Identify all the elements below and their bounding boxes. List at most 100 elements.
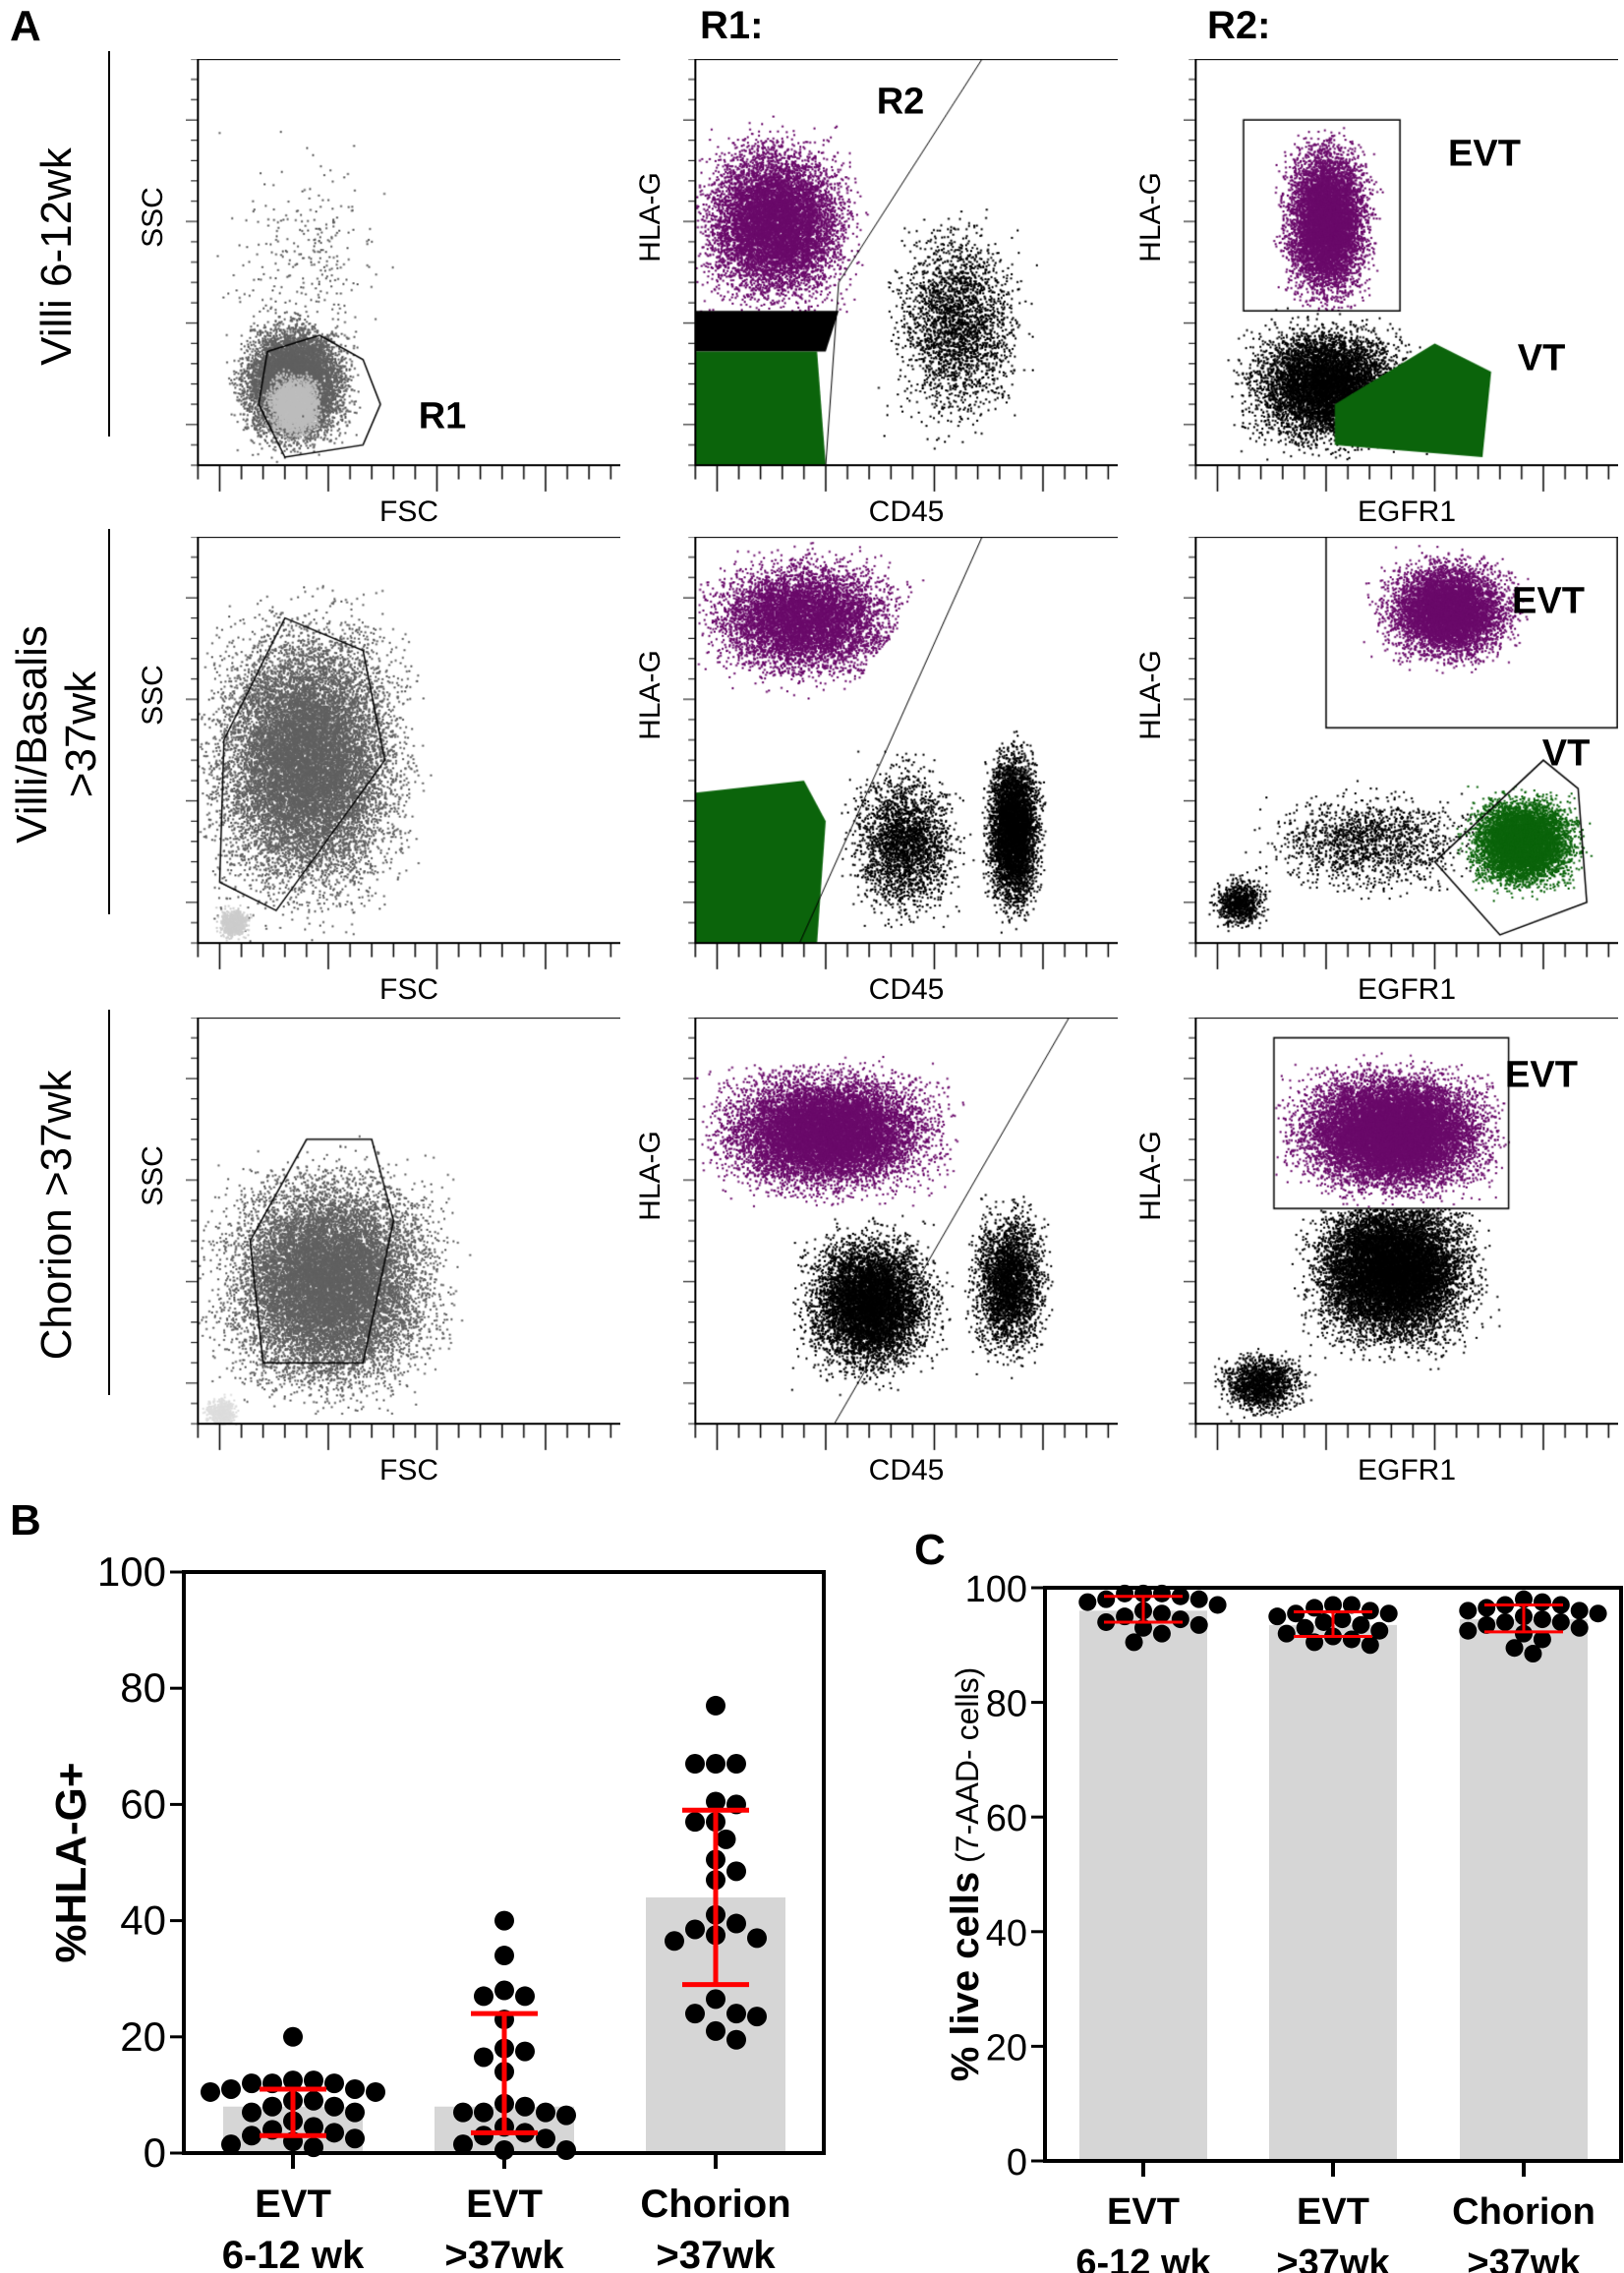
data-point [556,2140,576,2161]
data-point [726,1913,746,1934]
bar [1269,1624,1397,2161]
data-point [345,2128,365,2149]
data-point [474,2126,493,2146]
data-point [304,2070,323,2091]
row-divider-line [108,1010,110,1395]
data-point [1097,1590,1116,1608]
data-point [345,2078,365,2099]
data-point [453,2102,473,2123]
data-point [242,2126,261,2146]
row-divider-line [108,51,110,437]
data-point [685,1812,705,1833]
data-point [1208,1596,1227,1614]
flow-plot [1184,537,1618,974]
flow-plot [186,59,620,496]
data-point [1314,1612,1333,1631]
bar [1460,1619,1588,2161]
data-point [1459,1621,1478,1640]
data-point [1533,1593,1551,1611]
y-tick-label: 20 [120,2013,166,2060]
column-header-r1: R1: [700,4,764,47]
data-point [242,2102,261,2123]
data-point [665,1931,684,1952]
category-label: EVT [466,2183,543,2226]
data-point [1342,1630,1361,1649]
x-axis-label: EGFR1 [1357,1454,1457,1486]
data-point [324,2096,344,2117]
data-point [1533,1630,1551,1649]
data-point [536,2102,555,2123]
data-point [304,2090,323,2111]
data-point [685,1754,705,1775]
plot-frame [1043,1586,1623,2163]
data-point [747,1928,767,1949]
category-label: Chorion [1452,2191,1595,2233]
data-point [726,2004,746,2024]
data-point [1125,1633,1143,1652]
data-point [1342,1596,1361,1614]
bar [1079,1610,1207,2161]
data-point [1478,1615,1496,1634]
gate-label-evt: EVT [1448,133,1521,175]
panel-c-letter: C [914,1526,946,1574]
category-label: EVT [255,2183,331,2226]
data-point [474,1986,493,2007]
y-tick-label: 100 [965,1569,1027,1610]
data-point [1370,1621,1389,1640]
data-point [1152,1624,1171,1643]
flow-plot [1184,1018,1618,1455]
flow-plot [186,537,620,974]
data-point [1287,1604,1305,1623]
gate-label-evt: EVT [1512,580,1585,622]
data-point [242,2073,261,2094]
chart-b-group: EVT 6-12 wk EVT >37wk Chorion >37wk 0 20 40 60 80 1… [47,1548,826,2273]
data-point [1324,1596,1342,1614]
data-point [494,2140,514,2161]
y-axis-label: % live cells (7-AAD- cells) [944,1667,987,2082]
plot-frame [182,1570,826,2155]
data-point [494,1946,514,1966]
data-point [494,1980,514,2001]
y-tick-label: 40 [986,1913,1027,1954]
data-point [1551,1612,1570,1631]
gate-label-r1: R1 [418,395,467,437]
data-point [726,1861,746,1882]
data-point [706,1989,725,2010]
x-axis-label: FSC [379,973,438,1006]
data-point [1296,1618,1314,1637]
data-point [706,2020,725,2041]
category-label: >37wk [656,2234,776,2273]
data-point [747,2007,767,2027]
data-point [304,2117,323,2137]
data-point [324,2073,344,2094]
data-point [556,2105,576,2126]
data-point [201,2081,220,2102]
data-point [685,1919,705,1940]
data-point [726,1754,746,1775]
y-axis-label-rest: (7-AAD- cells) [950,1667,985,1872]
gate-label-evt: EVT [1505,1054,1578,1096]
data-point [474,2047,493,2068]
data-point [262,2096,282,2117]
category-label: >37wk [444,2234,564,2273]
flow-plot [186,1018,620,1455]
data-point [1189,1590,1208,1608]
y-axis-label-bold: % live cells [944,1872,987,2081]
data-point [1189,1615,1208,1634]
data-point [706,1695,725,1716]
y-tick-label: 20 [986,2027,1027,2069]
row-divider-line [108,529,110,914]
data-point [726,2029,746,2050]
column-header-r2: R2: [1207,4,1271,47]
flow-plot [683,59,1118,496]
x-axis-label: CD45 [868,1454,945,1486]
data-point [1152,1604,1171,1623]
data-point [536,2128,555,2149]
x-axis-label: FSC [379,1454,438,1486]
data-point [1333,1610,1352,1629]
y-tick-label: 60 [120,1780,166,1827]
data-point [1379,1604,1398,1623]
data-point [1171,1610,1189,1629]
data-point [1277,1624,1296,1643]
y-tick-label: 0 [144,2129,166,2176]
